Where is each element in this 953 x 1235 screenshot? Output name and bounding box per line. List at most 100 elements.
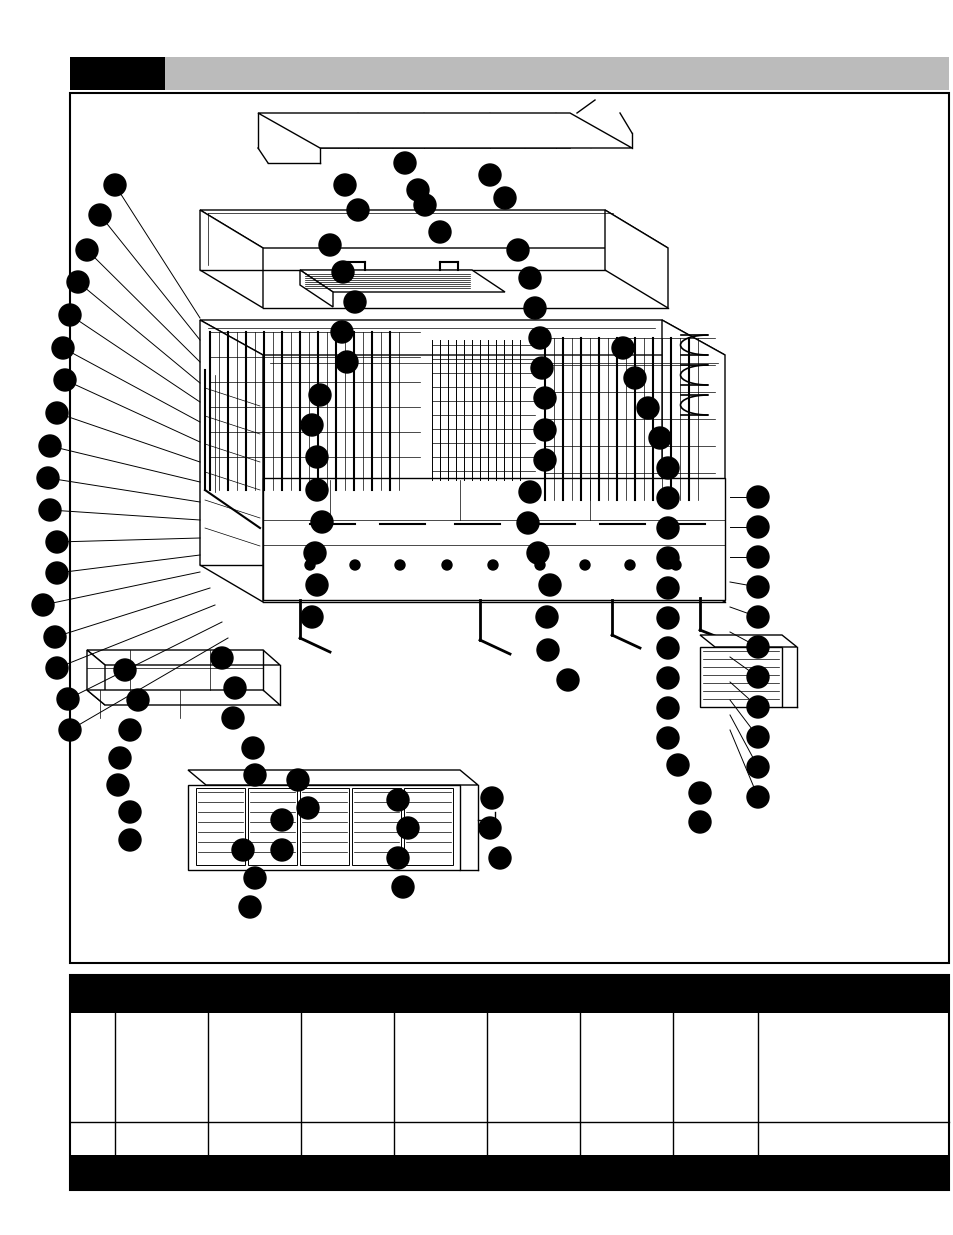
Circle shape [746,606,768,629]
Circle shape [746,666,768,688]
Circle shape [657,547,679,569]
Circle shape [579,559,589,571]
Circle shape [344,291,366,312]
Circle shape [104,174,126,196]
Polygon shape [700,635,796,647]
Bar [70,57,165,90]
Circle shape [666,755,688,776]
Circle shape [441,559,452,571]
Circle shape [347,199,369,221]
Circle shape [109,747,131,769]
Polygon shape [299,270,333,308]
Circle shape [648,427,670,450]
Circle shape [57,688,79,710]
Circle shape [746,756,768,778]
Polygon shape [403,788,453,864]
Polygon shape [257,112,631,148]
Circle shape [478,164,500,186]
Circle shape [657,577,679,599]
Circle shape [657,487,679,509]
Circle shape [534,419,556,441]
Circle shape [657,517,679,538]
Circle shape [537,638,558,661]
Circle shape [301,606,323,629]
Polygon shape [604,210,667,308]
Circle shape [535,559,544,571]
Circle shape [494,186,516,209]
Circle shape [396,818,418,839]
Circle shape [534,450,556,471]
Circle shape [239,897,261,918]
Circle shape [526,542,548,564]
Circle shape [54,369,76,391]
Circle shape [127,689,149,711]
Circle shape [39,435,61,457]
Circle shape [350,559,359,571]
Circle shape [296,797,318,819]
Bar [165,57,948,90]
Circle shape [304,542,326,564]
Polygon shape [200,210,667,248]
Circle shape [746,726,768,748]
Circle shape [746,546,768,568]
Polygon shape [87,650,280,664]
Circle shape [657,667,679,689]
Circle shape [119,719,141,741]
Circle shape [688,811,710,832]
Circle shape [746,785,768,808]
Circle shape [688,782,710,804]
Circle shape [534,387,556,409]
Bar [70,974,948,1013]
Circle shape [392,876,414,898]
Circle shape [37,467,59,489]
Circle shape [332,261,354,283]
Circle shape [46,657,68,679]
Circle shape [488,559,497,571]
Polygon shape [263,478,724,600]
Circle shape [657,637,679,659]
Circle shape [387,847,409,869]
Polygon shape [299,270,504,291]
Circle shape [242,737,264,760]
Circle shape [46,403,68,424]
Circle shape [32,594,54,616]
Circle shape [119,829,141,851]
Polygon shape [700,647,781,706]
Bar [70,1155,948,1191]
Circle shape [506,240,529,261]
Bar [70,974,948,1191]
Circle shape [52,337,74,359]
Circle shape [318,233,340,256]
Circle shape [306,446,328,468]
Circle shape [746,576,768,598]
Circle shape [623,367,645,389]
Circle shape [224,677,246,699]
Circle shape [59,719,81,741]
Polygon shape [200,210,263,308]
Circle shape [271,839,293,861]
Polygon shape [248,788,296,864]
Circle shape [306,574,328,597]
Circle shape [429,221,451,243]
Circle shape [232,839,253,861]
Circle shape [311,511,333,534]
Polygon shape [661,320,724,601]
Circle shape [305,559,314,571]
Circle shape [624,559,635,571]
Circle shape [244,867,266,889]
Polygon shape [195,788,245,864]
Circle shape [746,516,768,538]
Circle shape [518,480,540,503]
Circle shape [331,321,353,343]
Circle shape [222,706,244,729]
Circle shape [478,818,500,839]
Circle shape [244,764,266,785]
Circle shape [612,337,634,359]
Circle shape [536,606,558,629]
Circle shape [387,789,409,811]
Circle shape [670,559,680,571]
Circle shape [395,559,405,571]
Circle shape [538,574,560,597]
Polygon shape [87,650,105,705]
Circle shape [518,267,540,289]
